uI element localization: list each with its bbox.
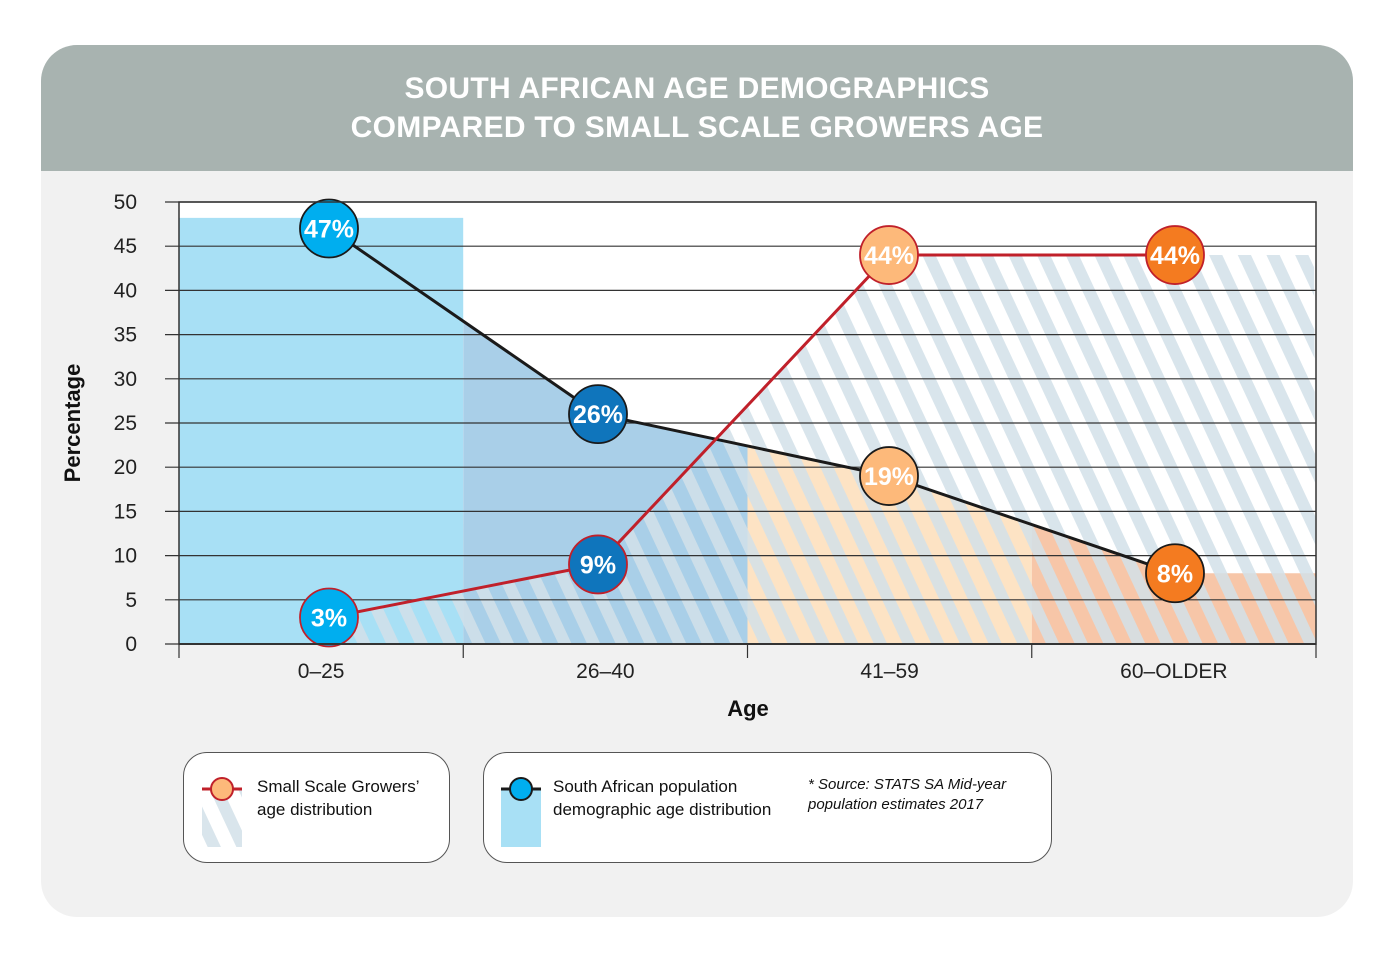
data-label: 19% [864,463,914,491]
y-tick-label: 20 [114,456,137,479]
y-axis-label: Percentage [60,364,85,483]
data-point [568,384,628,445]
x-tick-label: 0–25 [298,660,345,683]
legend-population-label-2: demographic age distribution [553,800,772,819]
chart-title: SOUTH AFRICAN AGE DEMOGRAPHICS COMPARED … [41,45,1353,171]
y-tick-label: 15 [114,500,137,523]
legend-growers-label-2: age distribution [257,800,373,819]
legend-population: South African population demographic age… [483,752,1052,863]
y-tick-label: 40 [114,279,137,302]
x-tick-label: 60–OLDER [1120,660,1227,683]
data-point [568,534,628,595]
x-tick-label: 41–59 [860,660,918,683]
data-label: 8% [1157,560,1193,588]
data-point [299,587,359,648]
y-tick-label: 50 [114,191,137,214]
title-line-1: SOUTH AFRICAN AGE DEMOGRAPHICS [404,72,990,105]
data-label: 44% [864,242,914,270]
series-line-0 [328,227,1176,575]
data-label: 44% [1150,242,1200,270]
y-tick-label: 5 [125,589,137,612]
legend-growers-label-1: Small Scale Growers’ [257,777,420,796]
data-label: 9% [580,551,616,579]
title-line-2: COMPARED TO SMALL SCALE GROWERS AGE [350,111,1044,144]
y-tick-label: 0 [125,633,137,656]
y-tick-label: 25 [114,412,137,435]
y-tick-label: 35 [114,324,137,347]
source-line-2: population estimates 2017 [808,796,984,813]
data-label: 47% [304,216,354,244]
x-axis-label: Age [727,696,769,721]
source-note: * Source: STATS SA Mid-year population e… [808,775,1006,815]
data-point [859,446,919,506]
y-tick-label: 30 [114,368,137,391]
growers-legend-icon [202,777,242,847]
legend-growers: Small Scale Growers’ age distribution [183,752,450,863]
y-tick-label: 10 [114,545,137,568]
data-point [1145,225,1205,285]
series-line-1 [328,253,1175,619]
x-tick-label: 26–40 [576,660,634,683]
population-area-0 [179,217,464,644]
source-line-1: * Source: STATS SA Mid-year [808,776,1007,793]
data-label: 3% [311,604,347,632]
data-label: 26% [573,401,623,429]
data-point [1145,543,1205,604]
data-point [299,198,359,259]
data-point [859,225,919,285]
growers-hatched-area [329,255,1316,644]
y-tick-label: 45 [114,235,137,258]
population-legend-icon [501,777,541,847]
legend-population-label-1: South African population [553,777,738,796]
